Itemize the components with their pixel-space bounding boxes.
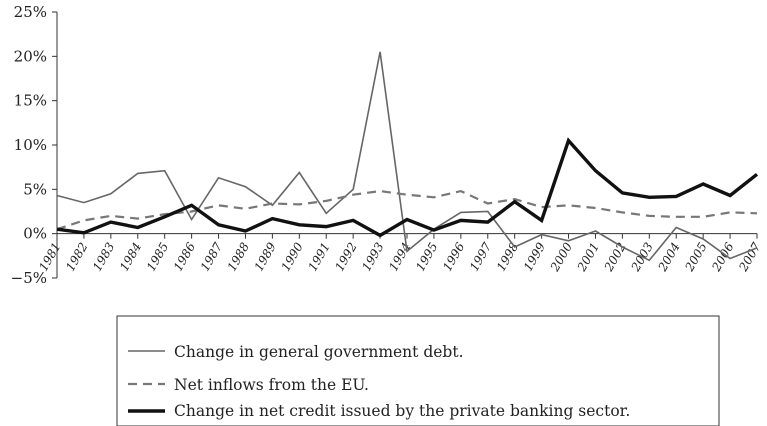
legend-label-government-debt: Change in general government debt. (174, 343, 464, 361)
x-tick-label: 2001 (574, 240, 602, 274)
x-tick-label: 2007 (736, 240, 764, 275)
x-tick-label: 1990 (279, 240, 307, 274)
y-tick-label: 5% (23, 180, 47, 198)
y-tick-label: 20% (14, 47, 47, 65)
x-tick-label: 1981 (36, 240, 63, 273)
y-tick-label: 10% (14, 136, 47, 154)
y-tick-label: 0% (23, 225, 47, 243)
y-tick-label: −5% (11, 269, 47, 287)
x-tick-label: 1995 (413, 240, 440, 273)
x-tick-label: 1991 (305, 240, 332, 273)
y-axis-ticks: 25% 20% 15% 10% 5% 0% −5% (11, 3, 57, 287)
x-tick-label: 1986 (171, 240, 199, 274)
series-layer (56, 51, 759, 262)
x-tick-label: 1994 (386, 240, 413, 273)
legend: Change in general government debt. Net i… (116, 315, 720, 426)
y-tick-label: 25% (14, 3, 47, 21)
x-tick-label: 1985 (144, 240, 171, 273)
legend-label-private-credit: Change in net credit issued by the priva… (174, 402, 630, 420)
x-tick-label: 1987 (198, 240, 226, 274)
x-tick-label: 1984 (117, 240, 144, 273)
x-tick-label: 1989 (252, 240, 280, 274)
x-tick-label: 2002 (601, 240, 629, 274)
x-tick-label: 1999 (521, 240, 549, 274)
series-line-0 (56, 51, 758, 262)
x-tick-label: 1997 (467, 240, 495, 274)
x-tick-label: 1996 (440, 240, 468, 274)
y-tick-label: 15% (14, 92, 47, 110)
x-tick-label: 1992 (332, 240, 359, 273)
x-tick-label: 1993 (359, 240, 387, 274)
legend-label-eu-inflows: Net inflows from the EU. (174, 376, 369, 394)
x-tick-label: 1982 (63, 240, 90, 273)
x-tick-label: 2000 (547, 240, 575, 275)
x-tick-label: 2005 (682, 240, 710, 274)
series-line-2 (56, 137, 759, 238)
x-tick-label: 1988 (225, 240, 253, 274)
x-tick-label: 1983 (90, 240, 118, 274)
legend-box (116, 315, 720, 426)
x-tick-label: 2004 (655, 240, 683, 274)
